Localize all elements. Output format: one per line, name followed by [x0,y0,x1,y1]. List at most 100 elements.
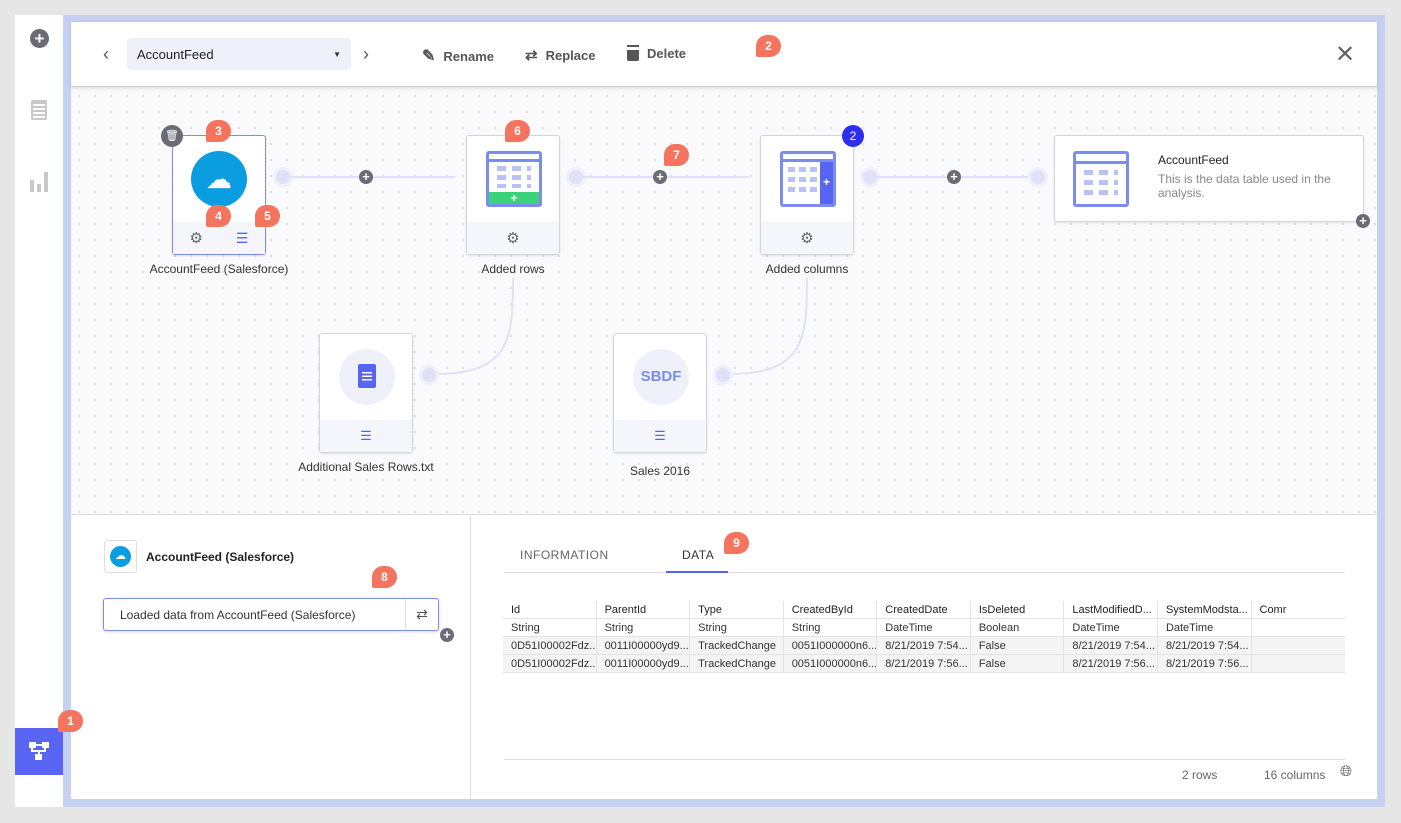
salesforce-icon: ☁ [104,540,137,573]
node-label: Added rows [481,262,545,276]
connector-dot [716,368,730,382]
tab-data[interactable]: DATA [682,548,715,562]
connector-dot [422,368,436,382]
previous-button[interactable]: ‹ [103,44,109,64]
data-flow-icon [29,742,49,760]
table-cell: 8/21/2019 7:54... [1064,637,1158,654]
rename-button[interactable]: ✎ Rename [422,48,494,65]
node-label: AccountFeed (Salesforce) [149,262,289,276]
add-icon[interactable]: + [30,29,49,48]
table-cell: 0011I00000yd9... [597,655,691,672]
result-description: This is the data table used in the analy… [1158,172,1331,200]
bar-chart-icon[interactable] [30,172,48,192]
table-cell: CreatedDate [877,601,971,618]
table-cell: SystemModsta... [1158,601,1252,618]
table-icon [1073,151,1129,207]
table-cell: DateTime [877,619,971,636]
table-cell: False [971,637,1065,654]
node-label: Added columns [765,262,849,276]
add-after-result-button[interactable]: + [1356,214,1370,228]
table-cell: 0D51I00002Fdz... [503,637,597,654]
table-cell: 8/21/2019 7:56... [1064,655,1158,672]
settings-icon[interactable]: ⚙ [506,230,520,247]
transformation-step[interactable]: Loaded data from AccountFeed (Salesforce… [103,598,439,631]
table-cell: String [690,619,784,636]
data-canvas-button[interactable] [15,728,63,775]
add-step-button[interactable]: + [440,628,454,642]
dataset-name: AccountFeed [137,46,214,62]
table-cell: LastModifiedD... [1064,601,1158,618]
column-count: 16 columns [1264,768,1326,782]
badge-3: 3 [206,120,231,142]
file-icon [339,349,395,405]
data-source-icon[interactable]: ☰ [360,428,372,443]
connector-dot [1031,170,1045,184]
flow-canvas: + + + ☁ ⚙ ☰ 🗑 3 4 5 AccountFeed (Salesfo… [71,88,1377,515]
badge-4: 4 [206,205,231,227]
badge-9: 9 [724,532,749,554]
table-cell: String [503,619,597,636]
table-cell: Id [503,601,597,618]
tabs-underline [504,572,1345,573]
node-label: Sales 2016 [629,464,691,478]
tab-information[interactable]: INFORMATION [520,548,609,562]
settings-icon[interactable]: ⚙ [800,230,814,247]
table-cell: 0051I000000n6... [784,655,878,672]
table-cell: 8/21/2019 7:54... [1158,637,1252,654]
details-pane: ☁ AccountFeed (Salesforce) Loaded data f… [71,515,471,799]
table-cell: False [971,655,1065,672]
data-source-icon[interactable]: ☰ [235,229,249,246]
connector-curves [434,277,808,375]
data-source-icon[interactable]: ☰ [654,428,666,443]
sidebar: + 1 [15,15,83,807]
insert-step-button[interactable]: + [947,170,961,184]
table-cell: 8/21/2019 7:56... [877,655,971,672]
close-icon[interactable]: ✕ [1335,41,1356,68]
table-cell: 0011I00000yd9... [597,637,691,654]
table-add-rows-icon: + [486,151,542,207]
pencil-icon: ✎ [422,48,436,65]
replace-icon[interactable]: ⇄ [405,599,438,630]
node-sales-2016[interactable]: SBDF ☰ [613,333,707,453]
table-cell [1252,655,1346,672]
replace-button[interactable]: ⇄ Replace [525,47,596,64]
insert-step-button[interactable]: + [653,170,667,184]
active-tab-indicator [666,571,728,573]
table-row: 0D51I00002Fdz... 0011I00000yd9... TrackedC… [503,637,1345,655]
trash-icon [627,46,639,61]
table-cell: String [784,619,878,636]
node-additional-sales-rows[interactable]: ☰ [319,333,413,453]
delete-button[interactable]: Delete [627,46,686,61]
table-cell: Comr [1259,603,1287,616]
connector-dot [569,170,583,184]
delete-node-icon[interactable]: 🗑 [161,125,183,147]
settings-icon[interactable]: ⚙ [189,230,203,247]
node-added-rows[interactable]: + ⚙ [466,135,560,255]
table-add-columns-icon: + [780,151,836,207]
badge-2: 2 [756,35,781,57]
node-salesforce-source[interactable]: ☁ ⚙ ☰ [172,135,266,255]
table-cell: String [597,619,691,636]
table-cell: 0051I000000n6... [784,637,878,654]
badge-5: 5 [255,205,280,227]
data-canvas-panel: ‹ AccountFeed ▼ › ✎ Rename ⇄ Replace Delet… [71,22,1377,799]
table-header-row: Id ParentId Type CreatedById CreatedDate IsDe… [503,601,1345,619]
table-cell: 8/21/2019 7:54... [877,637,971,654]
table-cell: 8/21/2019 7:56... [1158,655,1252,672]
table-cell: TrackedChange [690,637,784,654]
node-result-table[interactable]: AccountFeed This is the data table used … [1054,135,1364,222]
badge-6: 6 [505,120,530,142]
data-table-icon[interactable] [31,100,47,120]
data-table: Id ParentId Type CreatedById CreatedDate IsDe… [503,601,1345,673]
row-count: 2 rows [1182,768,1218,782]
globe-icon[interactable]: 🌐︎ [1340,763,1353,780]
salesforce-cloud-icon: ☁ [191,151,247,207]
node-added-columns[interactable]: + ⚙ [760,135,854,255]
insert-step-button[interactable]: + [359,170,373,184]
next-button[interactable]: › [363,44,369,64]
table-type-row: String String String String DateTime Boolean D… [503,619,1345,637]
replace-icon: ⇄ [525,47,538,64]
badge-7: 7 [664,144,689,166]
table-cell [1252,619,1346,636]
dataset-dropdown[interactable]: AccountFeed ▼ [127,38,351,70]
